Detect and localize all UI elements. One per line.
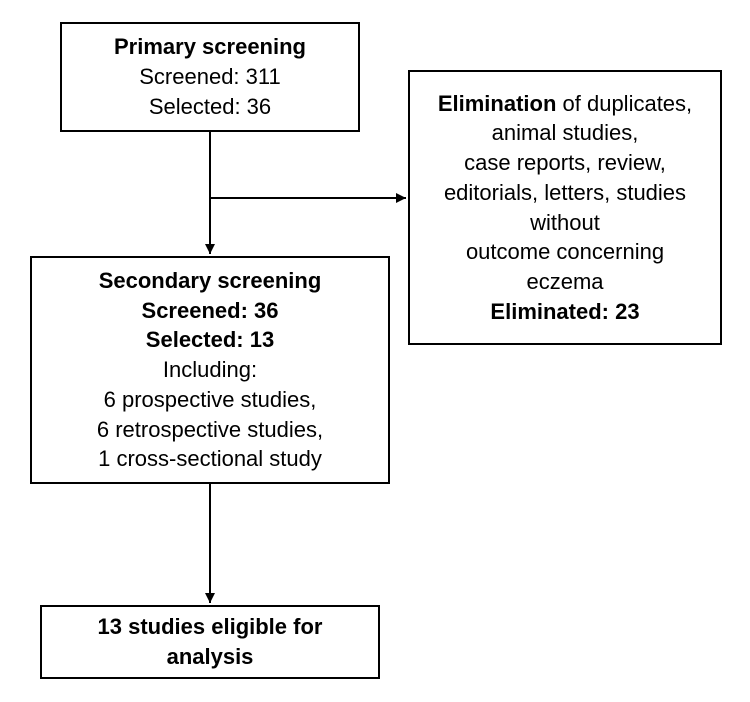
- elim-line-1: Elimination of duplicates,: [438, 89, 692, 119]
- primary-screened: Screened: 311: [139, 62, 280, 92]
- elim-line-7: eczema: [526, 267, 603, 297]
- elim-line-5: without: [530, 208, 600, 238]
- result-line-2: analysis: [167, 642, 254, 672]
- flowchart-canvas: Primary screening Screened: 311 Selected…: [0, 0, 750, 702]
- secondary-selected: Selected: 13: [146, 325, 274, 355]
- node-secondary: Secondary screening Screened: 36 Selecte…: [30, 256, 390, 484]
- secondary-retrospective: 6 retrospective studies,: [97, 415, 323, 445]
- primary-selected: Selected: 36: [149, 92, 271, 122]
- secondary-screened: Screened: 36: [142, 296, 279, 326]
- primary-title: Primary screening: [114, 32, 306, 62]
- secondary-title: Secondary screening: [99, 266, 322, 296]
- elim-line-4: editorials, letters, studies: [444, 178, 686, 208]
- elim-line-6: outcome concerning: [466, 237, 664, 267]
- elim-line-8: Eliminated: 23: [490, 297, 639, 327]
- node-elimination: Elimination of duplicates, animal studie…: [408, 70, 722, 345]
- result-line-1: 13 studies eligible for: [98, 612, 323, 642]
- secondary-prospective: 6 prospective studies,: [104, 385, 317, 415]
- elim-line-3: case reports, review,: [464, 148, 666, 178]
- node-result: 13 studies eligible for analysis: [40, 605, 380, 679]
- secondary-including: Including:: [163, 355, 257, 385]
- elim-line-2: animal studies,: [492, 118, 639, 148]
- secondary-crosssectional: 1 cross-sectional study: [98, 444, 322, 474]
- node-primary: Primary screening Screened: 311 Selected…: [60, 22, 360, 132]
